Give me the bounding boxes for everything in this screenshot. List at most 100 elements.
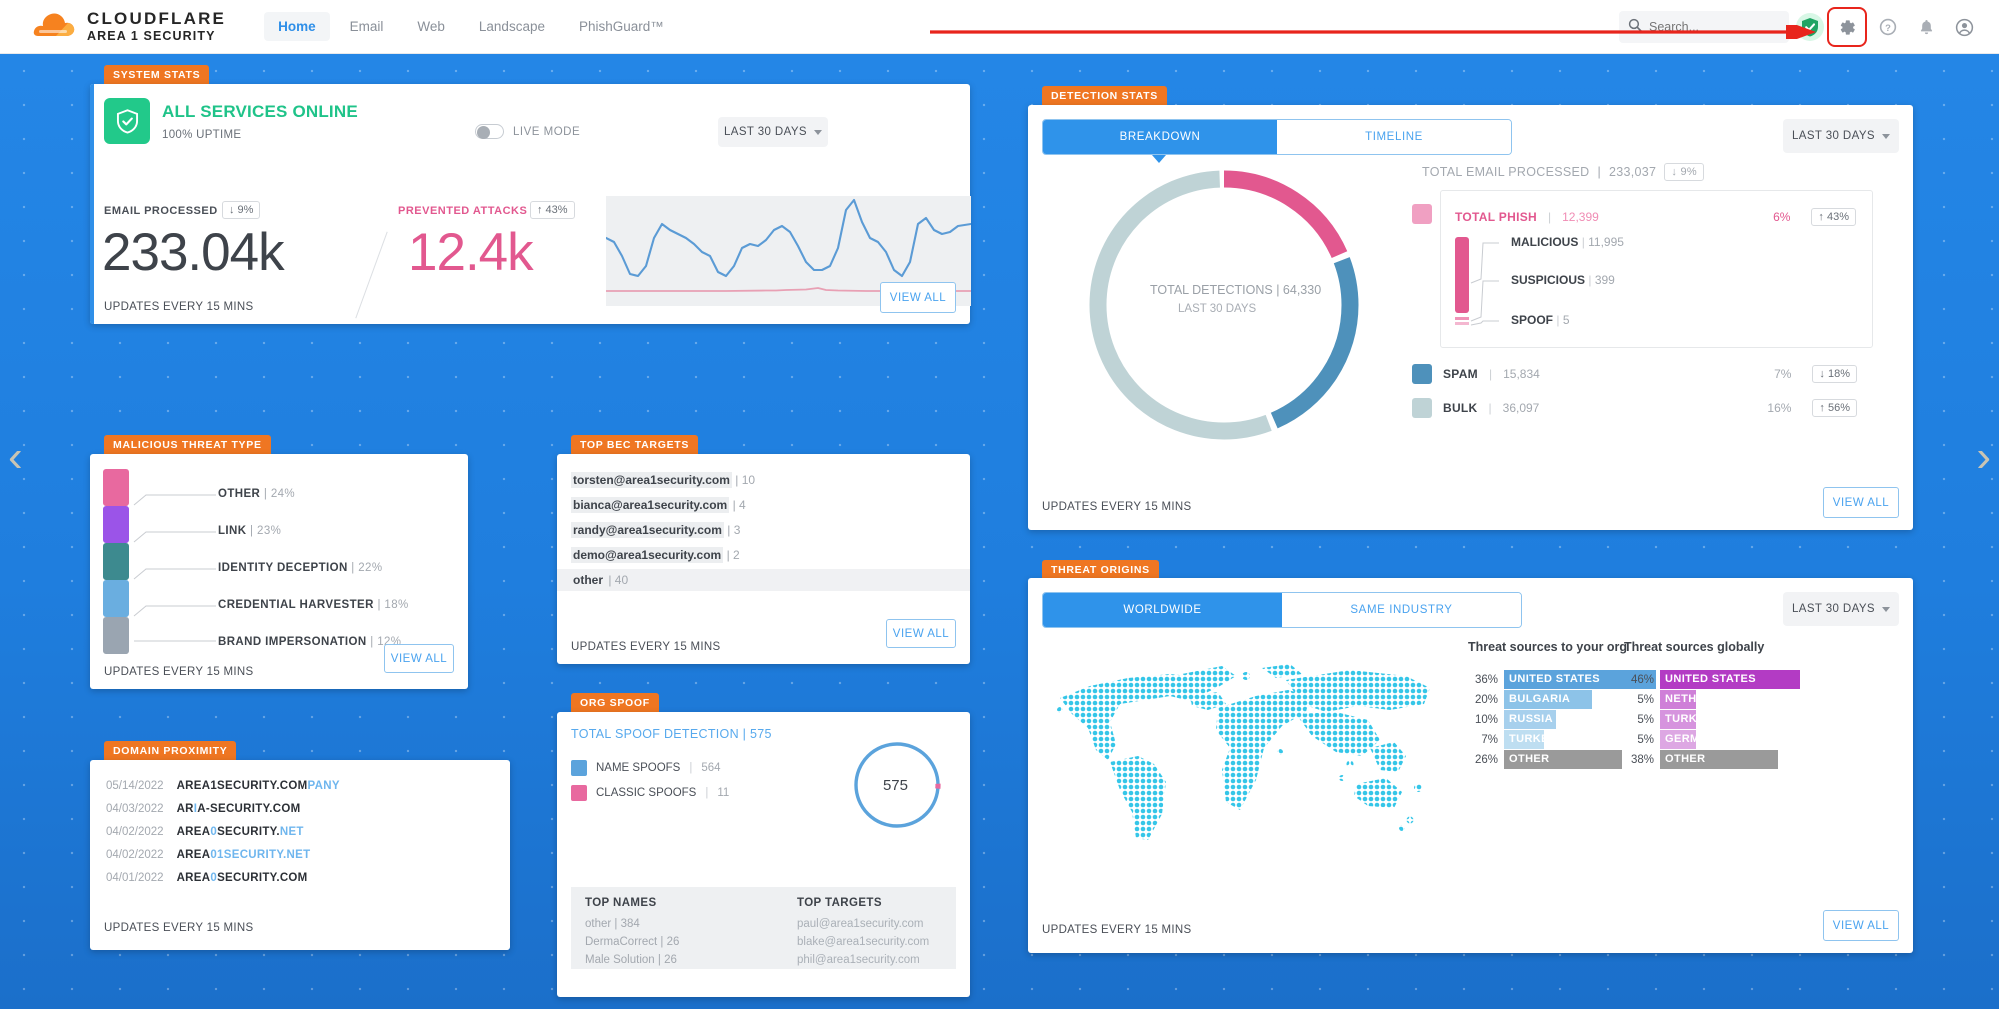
org-spoof-legend-classic-spoofs: CLASSIC SPOOFS | 11 — [571, 785, 729, 801]
global-source-pct: 38% — [1630, 753, 1654, 766]
threat-type-row-other: OTHER | 24% — [218, 488, 296, 500]
top-name-row: DermaCorrect | 26 — [585, 936, 680, 948]
domain-row[interactable]: 04/02/2022 AREA0SECURITY.NET — [106, 826, 304, 838]
bulk-row: BULK | 36,097 16% ↑ 56% — [1408, 391, 1873, 425]
phish-leader-lines — [1470, 242, 1499, 326]
org-source-bar: UNITED STATES — [1504, 670, 1656, 689]
search-input[interactable] — [1649, 20, 1769, 34]
system-stats-card: ALL SERVICES ONLINE 100% UPTIME LIVE MOD… — [90, 84, 973, 324]
header-tools: ? — [1619, 0, 1981, 54]
malicious-threat-type-view-all-button[interactable]: VIEW ALL — [384, 644, 454, 673]
threat-origins-view-all-button[interactable]: VIEW ALL — [1823, 910, 1899, 941]
global-source-bar: NETHERLANDS — [1660, 690, 1696, 709]
live-mode-label: LIVE MODE — [513, 125, 581, 138]
swatch-total-phish — [1412, 204, 1432, 224]
spoof-value: 5 — [1562, 313, 1570, 327]
top-name-label: other — [585, 918, 612, 930]
spam-row: SPAM | 15,834 7% ↓ 18% — [1408, 357, 1873, 391]
nav-item-phishguard[interactable]: PhishGuard™ — [578, 19, 664, 34]
bec-email: randy@area1security.com — [571, 522, 724, 538]
nav-item-email[interactable]: Email — [349, 19, 384, 34]
nav-item-home[interactable]: Home — [264, 12, 330, 41]
notifications-button[interactable] — [1909, 10, 1943, 44]
tab-timeline[interactable]: TIMELINE — [1277, 120, 1511, 154]
threat-type-color-stack — [103, 469, 129, 654]
bec-row[interactable]: other | 40 — [557, 569, 970, 591]
shield-status-icon — [104, 98, 150, 144]
domain-row[interactable]: 04/03/2022 ARIA-SECURITY.COM — [106, 803, 301, 815]
malicious-threat-type-footer: UPDATES EVERY 15 MINS — [104, 666, 254, 678]
bec-count: 4 — [739, 498, 746, 512]
org-source-row: 7% TURKEY — [1468, 730, 1544, 749]
service-uptime: 100% UPTIME — [162, 129, 242, 141]
search-box[interactable] — [1619, 11, 1789, 43]
brand-product: AREA 1 SECURITY — [87, 28, 216, 43]
org-source-bar: RUSSIA — [1504, 710, 1556, 729]
system-stats-range-dropdown[interactable]: LAST 30 DAYS — [718, 117, 828, 147]
nav-item-web[interactable]: Web — [417, 19, 445, 34]
org-spoof-tag: ORG SPOOF — [571, 693, 659, 713]
top-navigation-bar: CLOUDFLARE AREA 1 SECURITY Home Email We… — [0, 0, 1999, 54]
org-source-bar: OTHER — [1504, 750, 1622, 769]
user-account-button[interactable] — [1947, 10, 1981, 44]
tab-breakdown[interactable]: BREAKDOWN — [1043, 120, 1277, 154]
nav-item-landscape[interactable]: Landscape — [478, 19, 545, 34]
settings-gear-button[interactable] — [1827, 7, 1867, 47]
system-stats-view-all-button[interactable]: VIEW ALL — [880, 282, 956, 313]
system-stats-footer: UPDATES EVERY 15 MINS — [104, 301, 254, 313]
org-source-row: 26% OTHER — [1468, 750, 1622, 769]
org-source-pct: 10% — [1474, 713, 1498, 726]
carousel-next-chevron-icon[interactable]: › — [1976, 432, 1991, 481]
threat-origins-range-dropdown[interactable]: LAST 30 DAYS — [1783, 592, 1899, 626]
global-source-row: 5% GERMANY — [1624, 730, 1696, 749]
bec-row[interactable]: torsten@area1security.com | 10 — [571, 472, 756, 488]
org-spoof-ring-value: 575 — [882, 777, 908, 794]
bec-count: 2 — [733, 548, 740, 562]
threat-origins-footer: UPDATES EVERY 15 MINS — [1042, 924, 1192, 936]
system-stats-tag: SYSTEM STATS — [104, 65, 210, 85]
detection-stats-range-dropdown[interactable]: LAST 30 DAYS — [1783, 119, 1899, 153]
sparkline-email-processed — [604, 198, 973, 278]
total-email-processed-delta: ↓ 9% — [1664, 163, 1704, 181]
brand-logo[interactable]: CLOUDFLARE AREA 1 SECURITY — [26, 10, 226, 44]
help-button[interactable]: ? — [1871, 10, 1905, 44]
bec-email: demo@area1security.com — [571, 547, 724, 563]
main-nav: Home Email Web Landscape PhishGuard™ — [264, 12, 678, 41]
domain-name: AREA1SECURITY.COM — [176, 780, 308, 792]
threat-type-row-link: LINK | 23% — [218, 525, 282, 537]
top-bec-targets-view-all-button[interactable]: VIEW ALL — [886, 619, 956, 648]
top-name-label: Male Solution — [585, 954, 655, 966]
donut-center-label: TOTAL DETECTIONS | 64,330 — [1150, 283, 1322, 297]
domain-row[interactable]: 04/02/2022 AREA01SECURITY.NET — [106, 849, 310, 861]
global-source-row: 5% TURKEY — [1624, 710, 1696, 729]
bulk-delta: ↑ 56% — [1812, 399, 1857, 417]
spam-label: SPAM — [1443, 367, 1478, 381]
bec-count: 40 — [614, 573, 629, 587]
top-targets-header: TOP TARGETS — [797, 897, 882, 909]
detection-stats-view-all-button[interactable]: VIEW ALL — [1823, 487, 1899, 518]
domain-proximity-footer: UPDATES EVERY 15 MINS — [104, 922, 254, 934]
threat-type-value-link: 23% — [257, 525, 282, 537]
threat-type-value-credential-harvester: 18% — [384, 599, 409, 611]
live-mode-toggle[interactable] — [475, 124, 504, 139]
detection-donut-chart — [1084, 165, 1364, 445]
bec-row[interactable]: randy@area1security.com | 3 — [571, 522, 741, 538]
phish-child-spoof: SPOOF | 5 — [1511, 313, 1570, 327]
top-target-row: phil@area1security.com — [797, 954, 920, 966]
domain-row[interactable]: 04/01/2022 AREA0SECURITY.COM — [106, 872, 308, 884]
bec-row[interactable]: bianca@area1security.com | 4 — [571, 497, 746, 513]
org-spoof-title: TOTAL SPOOF DETECTION | 575 — [571, 727, 772, 741]
prevented-attacks-value: 12.4k — [408, 223, 534, 282]
bec-row[interactable]: demo@area1security.com | 2 — [571, 547, 740, 563]
bec-count: 3 — [733, 523, 741, 537]
tab-worldwide[interactable]: WORLDWIDE — [1043, 593, 1282, 627]
org-spoof-legend-name-spoofs: NAME SPOOFS | 564 — [571, 760, 721, 776]
help-icon: ? — [1879, 18, 1897, 36]
tab-same-industry[interactable]: SAME INDUSTRY — [1282, 593, 1521, 627]
top-name-count: 384 — [620, 918, 640, 930]
threat-sources-global-header: Threat sources globally — [1624, 640, 1765, 654]
global-source-row: 38% OTHER — [1624, 750, 1778, 769]
carousel-prev-chevron-icon[interactable]: ‹ — [8, 432, 23, 481]
phish-volume-bar — [1455, 237, 1469, 313]
domain-row[interactable]: 05/14/2022 AREA1SECURITY.COMPANY — [106, 780, 340, 792]
